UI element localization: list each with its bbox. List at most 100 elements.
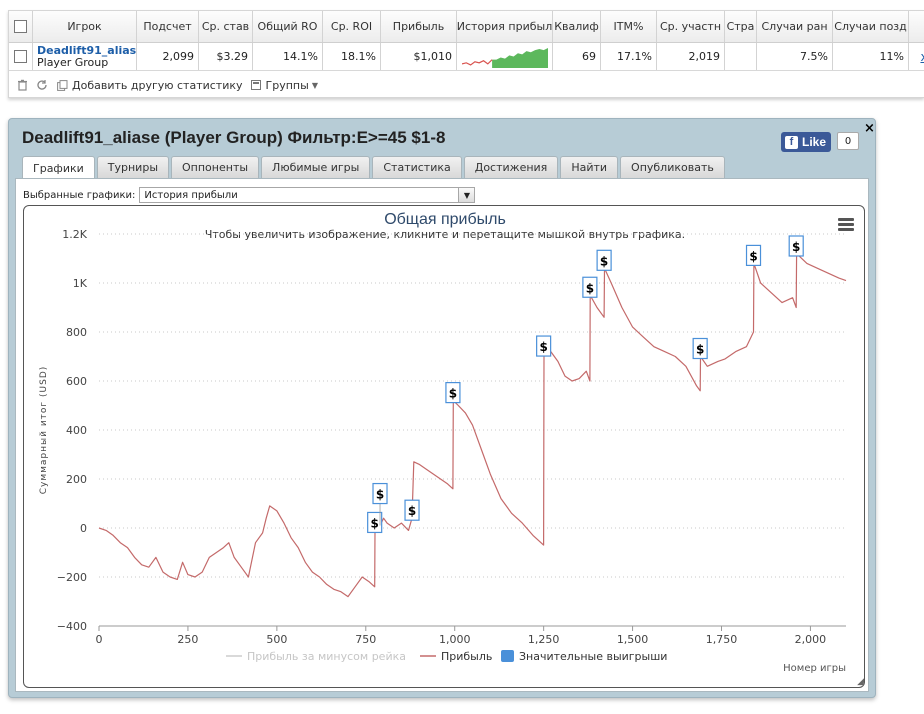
player-name-link[interactable]: Deadlift91_aliase bbox=[37, 43, 137, 57]
header-total-roi[interactable]: Общий RO bbox=[253, 11, 323, 42]
profit-series-line[interactable] bbox=[98, 252, 847, 598]
chevron-down-icon[interactable]: ▼ bbox=[458, 188, 475, 202]
tab-publish[interactable]: Опубликовать bbox=[620, 156, 725, 178]
y-tick-label: 200 bbox=[66, 473, 87, 486]
header-select-all[interactable] bbox=[9, 11, 33, 42]
header-player[interactable]: Игрок bbox=[33, 11, 137, 42]
big-win-flag[interactable]: $ bbox=[404, 499, 420, 521]
legend-label: Прибыль bbox=[441, 650, 492, 663]
sparkline-loss-line bbox=[461, 58, 493, 66]
chart-menu-icon[interactable] bbox=[838, 218, 854, 233]
select-all-checkbox[interactable] bbox=[14, 20, 27, 33]
x-tick-label: 500 bbox=[266, 633, 287, 646]
resize-grip-icon[interactable]: ◢ bbox=[857, 677, 864, 687]
x-tick-label: 250 bbox=[177, 633, 198, 646]
y-tick-label: −200 bbox=[57, 571, 87, 584]
cell-itm: 17.1% bbox=[601, 43, 657, 70]
chart-selector-label: Выбранные графики: bbox=[23, 189, 136, 201]
big-win-flag-label: $ bbox=[449, 387, 457, 401]
grid-header-row: Игрок Подсчет Ср. став Общий RO Ср. ROI … bbox=[9, 11, 924, 43]
tab-favorite-games[interactable]: Любимые игры bbox=[261, 156, 371, 178]
big-win-flag[interactable]: $ bbox=[372, 482, 388, 526]
header-stra[interactable]: Стра bbox=[725, 11, 757, 42]
remove-row-link[interactable]: x bbox=[920, 49, 924, 64]
profit-chart[interactable]: Общая прибыль Чтобы увеличить изображение… bbox=[23, 205, 865, 688]
window-tabs: Графики Турниры Оппоненты Любимые игры С… bbox=[22, 156, 725, 179]
big-win-flag[interactable]: $ bbox=[582, 276, 598, 298]
row-checkbox[interactable] bbox=[14, 50, 27, 63]
x-tick-label: 1,000 bbox=[439, 633, 471, 646]
copy-icon bbox=[55, 78, 69, 92]
close-icon[interactable]: × bbox=[864, 121, 875, 136]
x-tick-label: 2,000 bbox=[795, 633, 827, 646]
cell-remove: x bbox=[909, 43, 924, 70]
chevron-down-icon: ▼ bbox=[311, 80, 318, 90]
chart-type-select[interactable]: История прибыли ▼ bbox=[139, 187, 476, 203]
groups-label: Группы bbox=[265, 78, 309, 92]
big-win-flag-label: $ bbox=[370, 516, 378, 530]
refresh-icon[interactable] bbox=[35, 78, 49, 92]
legend-item-net-profit[interactable]: Прибыль за минусом рейка bbox=[226, 650, 406, 663]
tab-opponents[interactable]: Оппоненты bbox=[171, 156, 260, 178]
chart-selector-row: Выбранные графики: История прибыли ▼ bbox=[23, 187, 476, 203]
tab-charts[interactable]: Графики bbox=[22, 156, 95, 179]
big-win-flag[interactable]: $ bbox=[692, 337, 708, 360]
header-avg-entrants[interactable]: Ср. участн bbox=[657, 11, 725, 42]
big-win-flag-label: $ bbox=[696, 343, 704, 357]
big-win-flag[interactable]: $ bbox=[745, 244, 762, 267]
header-qualifier[interactable]: Квалиф bbox=[553, 11, 601, 42]
cell-early: 7.5% bbox=[757, 43, 833, 70]
legend-item-profit[interactable]: Прибыль bbox=[420, 650, 492, 663]
tab-find[interactable]: Найти bbox=[560, 156, 619, 178]
header-avg-roi[interactable]: Ср. ROI bbox=[323, 11, 381, 42]
legend-item-big-wins[interactable]: Значительные выигрыши bbox=[501, 650, 667, 663]
big-win-flag[interactable]: $ bbox=[596, 249, 612, 271]
trash-icon[interactable] bbox=[15, 78, 29, 92]
tab-statistics[interactable]: Статистика bbox=[372, 156, 462, 178]
y-axis-label: Суммарный итог (USD) bbox=[39, 366, 49, 495]
big-win-flag-label: $ bbox=[586, 281, 594, 295]
chart-title: Общая прибыль bbox=[384, 211, 506, 228]
big-win-flag[interactable]: $ bbox=[788, 235, 804, 257]
table-row[interactable]: Deadlift91_aliase Player Group 2,099 $3.… bbox=[9, 43, 924, 71]
header-profit-history[interactable]: История прибыл bbox=[457, 11, 553, 42]
cell-total-roi: 14.1% bbox=[253, 43, 323, 70]
big-win-flag[interactable]: $ bbox=[445, 382, 461, 404]
cell-late: 11% bbox=[833, 43, 909, 70]
facebook-like-button[interactable]: f Like bbox=[781, 132, 831, 152]
big-win-flag-label: $ bbox=[408, 504, 416, 518]
groups-dropdown[interactable]: Группы ▼ bbox=[249, 78, 318, 92]
groups-icon bbox=[249, 78, 263, 92]
cell-avg-entrants: 2,019 bbox=[657, 43, 725, 70]
x-tick-label: 0 bbox=[96, 633, 103, 646]
player-cell: Deadlift91_aliase Player Group bbox=[33, 43, 137, 70]
legend-label: Прибыль за минусом рейка bbox=[247, 650, 406, 663]
tab-achievements[interactable]: Достижения bbox=[463, 156, 559, 178]
row-checkbox-cell[interactable] bbox=[9, 43, 33, 70]
grid-toolbar: Добавить другую статистику Группы ▼ bbox=[9, 73, 924, 97]
cell-profit-sparkline bbox=[457, 43, 553, 70]
header-profit[interactable]: Прибыль bbox=[381, 11, 457, 42]
big-win-flag[interactable]: $ bbox=[536, 335, 552, 357]
big-win-flag-label: $ bbox=[376, 488, 384, 502]
header-late[interactable]: Случаи позд bbox=[833, 11, 909, 42]
profit-sparkline bbox=[461, 47, 548, 68]
cell-avg-roi: 18.1% bbox=[323, 43, 381, 70]
header-itm[interactable]: ITM% bbox=[601, 11, 657, 42]
facebook-icon: f bbox=[785, 135, 798, 149]
header-early[interactable]: Случаи ран bbox=[757, 11, 833, 42]
header-avg-stake[interactable]: Ср. став bbox=[199, 11, 253, 42]
header-count[interactable]: Подсчет bbox=[137, 11, 199, 42]
big-win-flag-label: $ bbox=[600, 254, 608, 268]
cell-qualifier: 69 bbox=[553, 43, 601, 70]
y-tick-label: 400 bbox=[66, 424, 87, 437]
big-win-flag[interactable]: $ bbox=[367, 511, 383, 534]
tab-tournaments[interactable]: Турниры bbox=[96, 156, 170, 178]
x-axis-label: Номер игры bbox=[783, 663, 846, 674]
cell-count: 2,099 bbox=[137, 43, 199, 70]
add-stat-button[interactable]: Добавить другую статистику bbox=[55, 78, 243, 92]
chart-legend: Прибыль за минусом рейка Прибыль Значитель… bbox=[226, 650, 667, 663]
y-tick-label: −400 bbox=[57, 620, 87, 633]
x-tick-label: 1,500 bbox=[617, 633, 649, 646]
